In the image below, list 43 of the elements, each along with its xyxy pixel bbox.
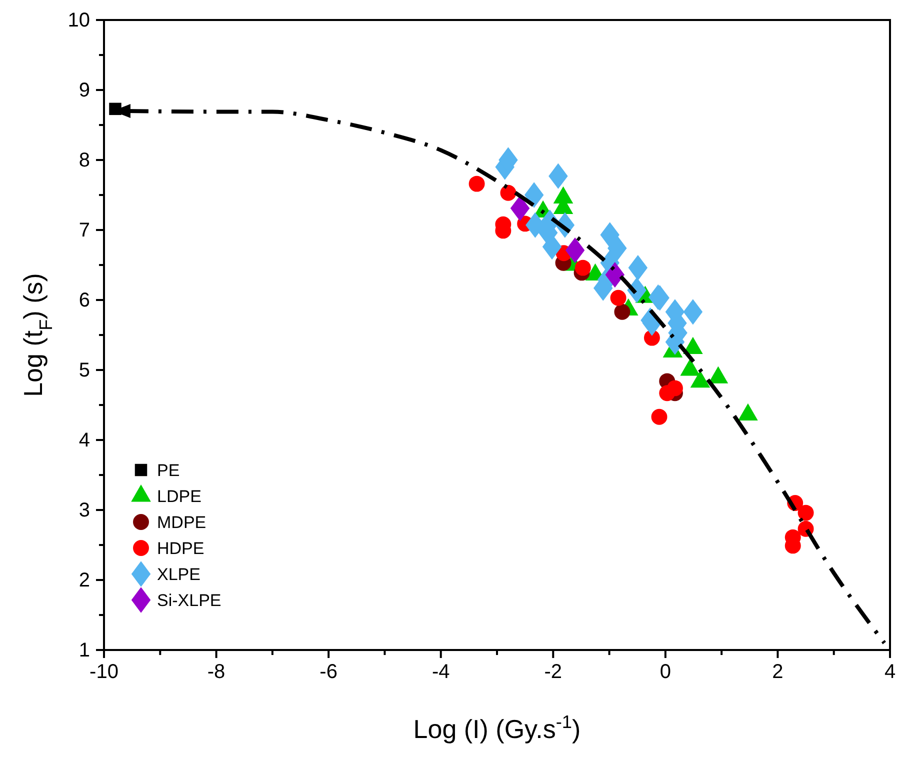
y-tick-label: 8 xyxy=(78,149,90,172)
y-tick-label: 5 xyxy=(78,359,90,382)
y-tick-label: 2 xyxy=(78,569,90,592)
y-tick-label: 9 xyxy=(78,79,90,102)
point xyxy=(468,176,485,192)
point xyxy=(500,184,516,201)
point xyxy=(605,262,625,288)
point xyxy=(608,235,627,262)
y-tick-label: 1 xyxy=(78,639,90,662)
y-tick-label: 7 xyxy=(78,219,90,242)
legend-label: Si-XLPE xyxy=(157,591,222,610)
point xyxy=(610,290,626,306)
point xyxy=(565,237,585,264)
point xyxy=(798,504,814,521)
legend-label: HDPE xyxy=(157,539,204,558)
point xyxy=(666,380,683,396)
x-tick-label: 0 xyxy=(660,661,671,684)
x-tick-label: 2 xyxy=(772,661,784,684)
legend-label: LDPE xyxy=(157,487,202,506)
point xyxy=(614,304,630,320)
point xyxy=(683,299,703,325)
point xyxy=(651,408,668,425)
point xyxy=(574,260,591,276)
x-tick-label: -8 xyxy=(207,661,226,684)
x-tick-label: 4 xyxy=(884,661,896,684)
x-tick-label: -10 xyxy=(90,661,118,684)
legend-label: MDPE xyxy=(157,513,206,532)
legend-label: PE xyxy=(157,461,180,480)
point xyxy=(524,182,544,208)
point xyxy=(526,212,545,238)
y-tick-label: 6 xyxy=(78,289,90,312)
x-tick-label: -2 xyxy=(544,661,562,684)
x-tick-label: -6 xyxy=(320,661,338,684)
x-tick-label: -4 xyxy=(432,661,450,684)
point xyxy=(600,222,620,248)
y-tick-label: 3 xyxy=(78,499,90,522)
legend-label: XLPE xyxy=(157,565,200,584)
point xyxy=(628,254,648,281)
point xyxy=(510,195,530,222)
x-axis-title: Log (I) (Gy.s$^{-1}$) xyxy=(413,712,581,744)
point xyxy=(548,163,568,189)
y-tick-label: 10 xyxy=(68,9,90,32)
y-tick-label: 4 xyxy=(78,429,90,452)
